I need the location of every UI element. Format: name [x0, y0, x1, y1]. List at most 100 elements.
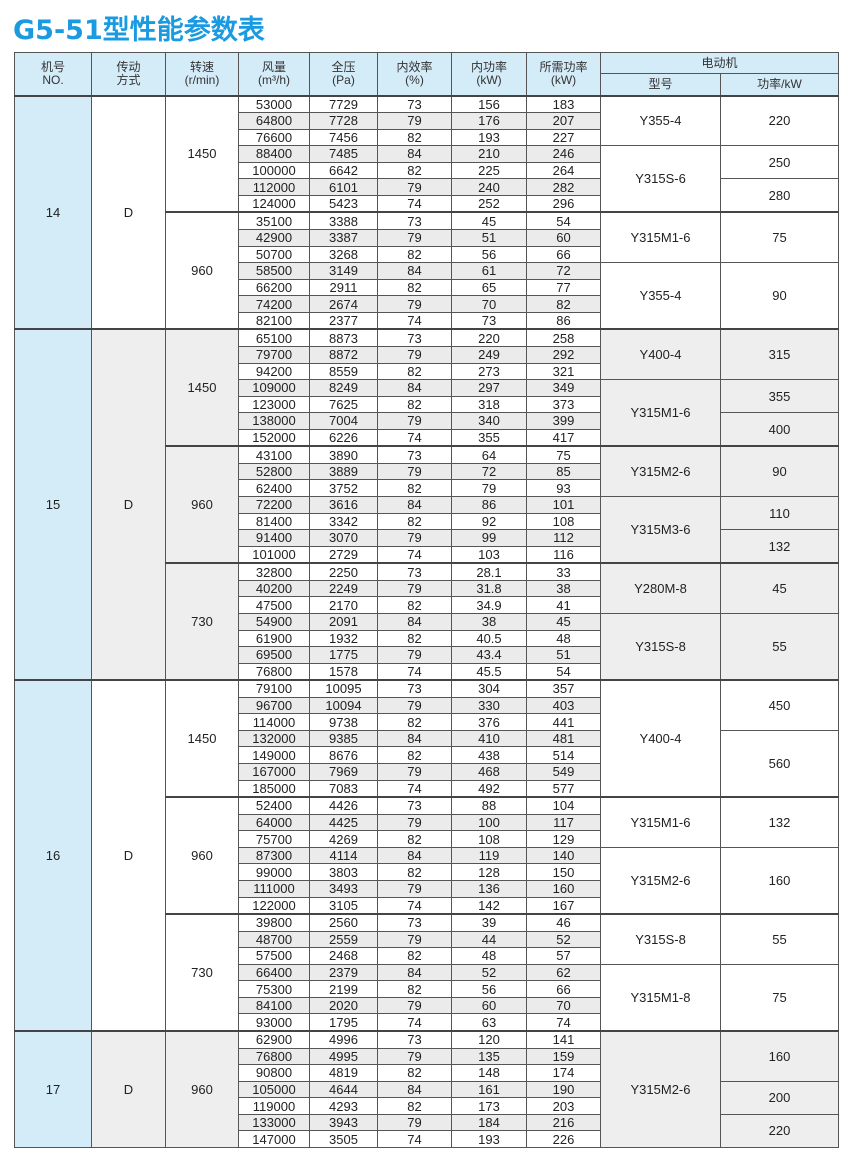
efficiency-cell: 73	[377, 211, 452, 231]
efficiency-cell: 84	[377, 729, 452, 748]
required-power-cell: 66	[526, 980, 601, 998]
page-title: G5-51型性能参数表	[13, 15, 265, 46]
efficiency-cell: 79	[377, 412, 452, 430]
required-power-cell: 549	[526, 763, 601, 781]
header-motor-power: 功率/kW	[719, 73, 840, 96]
internal-power-cell: 63	[451, 1013, 527, 1032]
internal-power-cell: 88	[451, 796, 527, 815]
flow-cell: 61900	[238, 629, 310, 648]
pressure-cell: 8249	[309, 379, 378, 397]
required-power-cell: 93	[526, 479, 601, 497]
header-efficiency: 内效率 (%)	[377, 52, 452, 96]
required-power-cell: 258	[526, 328, 601, 347]
efficiency-cell: 84	[377, 963, 452, 982]
internal-power-cell: 40.5	[451, 629, 527, 648]
pressure-cell: 3388	[309, 211, 378, 231]
motor-model-cell: Y400-4	[600, 328, 721, 381]
flow-cell: 99000	[238, 863, 310, 881]
pressure-cell: 10095	[309, 679, 378, 698]
internal-power-cell: 468	[451, 763, 527, 781]
speed-cell: 960	[165, 211, 239, 330]
header-motor-model: 型号	[600, 73, 721, 96]
efficiency-cell: 74	[377, 1013, 452, 1032]
efficiency-cell: 74	[377, 779, 452, 798]
flow-cell: 81400	[238, 512, 310, 531]
efficiency-cell: 73	[377, 1029, 452, 1049]
required-power-cell: 577	[526, 779, 601, 798]
required-power-cell: 129	[526, 830, 601, 848]
efficiency-cell: 82	[377, 947, 452, 965]
pressure-cell: 1578	[309, 662, 378, 681]
pressure-cell: 3616	[309, 496, 378, 514]
required-power-cell: 292	[526, 345, 601, 364]
required-power-cell: 216	[526, 1113, 601, 1132]
flow-cell: 109000	[238, 379, 310, 397]
header-required-power: 所需功率 (kW)	[526, 52, 601, 96]
table-row: 111000 3493 79 136 160	[15, 879, 839, 898]
flow-cell: 167000	[238, 763, 310, 781]
efficiency-cell: 82	[377, 1064, 452, 1082]
table-row: 66200 2911 82 65 77	[15, 278, 839, 297]
pressure-cell: 4293	[309, 1097, 378, 1115]
internal-power-cell: 156	[451, 94, 527, 114]
internal-power-cell: 136	[451, 879, 527, 898]
flow-cell: 90800	[238, 1064, 310, 1082]
pressure-cell: 2250	[309, 562, 378, 581]
internal-power-cell: 355	[451, 428, 527, 447]
flow-cell: 50700	[238, 245, 310, 264]
flow-cell: 132000	[238, 729, 310, 748]
table-row: 90800 4819 82 148 174	[15, 1064, 839, 1082]
table-body: 14 D 1450 53000 7729 73 156 183 Y355-4 220 64800 77…	[14, 94, 840, 1148]
flow-cell: 62400	[238, 479, 310, 497]
efficiency-cell: 82	[377, 512, 452, 531]
speed-cell: 1450	[165, 94, 239, 213]
efficiency-cell: 73	[377, 94, 452, 114]
efficiency-cell: 82	[377, 713, 452, 731]
internal-power-cell: 193	[451, 1130, 527, 1148]
flow-cell: 42900	[238, 229, 310, 247]
table-row: 79700 8872 79 249 292	[15, 345, 839, 364]
required-power-cell: 150	[526, 863, 601, 881]
efficiency-cell: 79	[377, 646, 452, 664]
flow-cell: 101000	[238, 545, 310, 564]
motor-power-cell: 160	[719, 846, 840, 915]
required-power-cell: 38	[526, 579, 601, 598]
flow-cell: 66200	[238, 278, 310, 297]
motor-power-cell: 200	[719, 1080, 840, 1115]
required-power-cell: 226	[526, 1130, 601, 1148]
efficiency-cell: 84	[377, 379, 452, 397]
drive-type-cell: D	[91, 328, 166, 681]
efficiency-cell: 73	[377, 328, 452, 347]
efficiency-cell: 82	[377, 362, 452, 381]
efficiency-cell: 74	[377, 1130, 452, 1148]
flow-cell: 93000	[238, 1013, 310, 1032]
motor-power-cell: 132	[719, 529, 840, 564]
efficiency-cell: 82	[377, 161, 452, 180]
internal-power-cell: 86	[451, 496, 527, 514]
speed-cell: 730	[165, 562, 239, 681]
flow-cell: 82100	[238, 311, 310, 330]
table-row: 15 D 1450 65100 8873 73 220 258 Y400-4 315	[14, 328, 840, 681]
flow-cell: 69500	[238, 646, 310, 664]
pressure-cell: 4644	[309, 1080, 378, 1099]
speed-cell: 960	[165, 445, 239, 564]
efficiency-cell: 74	[377, 896, 452, 915]
flow-cell: 53000	[238, 94, 310, 114]
flow-cell: 94200	[238, 362, 310, 381]
internal-power-cell: 161	[451, 1080, 527, 1099]
pressure-cell: 7728	[309, 112, 378, 130]
flow-cell: 65100	[238, 328, 310, 347]
motor-power-cell: 55	[719, 913, 840, 965]
efficiency-cell: 82	[377, 245, 452, 264]
table-row: 54900 2091 84 38 45 Y315S-8 55	[15, 612, 840, 681]
efficiency-cell: 84	[377, 496, 452, 514]
efficiency-cell: 79	[377, 345, 452, 364]
pressure-cell: 7004	[309, 412, 378, 430]
motor-power-cell: 90	[719, 262, 840, 330]
table-row: 132000 9385 84 410 481 560	[15, 729, 840, 798]
table-row: 730 32800 2250 73 28.1 33 Y280M-8 45	[15, 562, 840, 681]
pressure-cell: 4426	[309, 796, 378, 815]
required-power-cell: 45	[526, 612, 601, 631]
flow-cell: 138000	[238, 412, 310, 430]
pressure-cell: 3752	[309, 479, 378, 497]
